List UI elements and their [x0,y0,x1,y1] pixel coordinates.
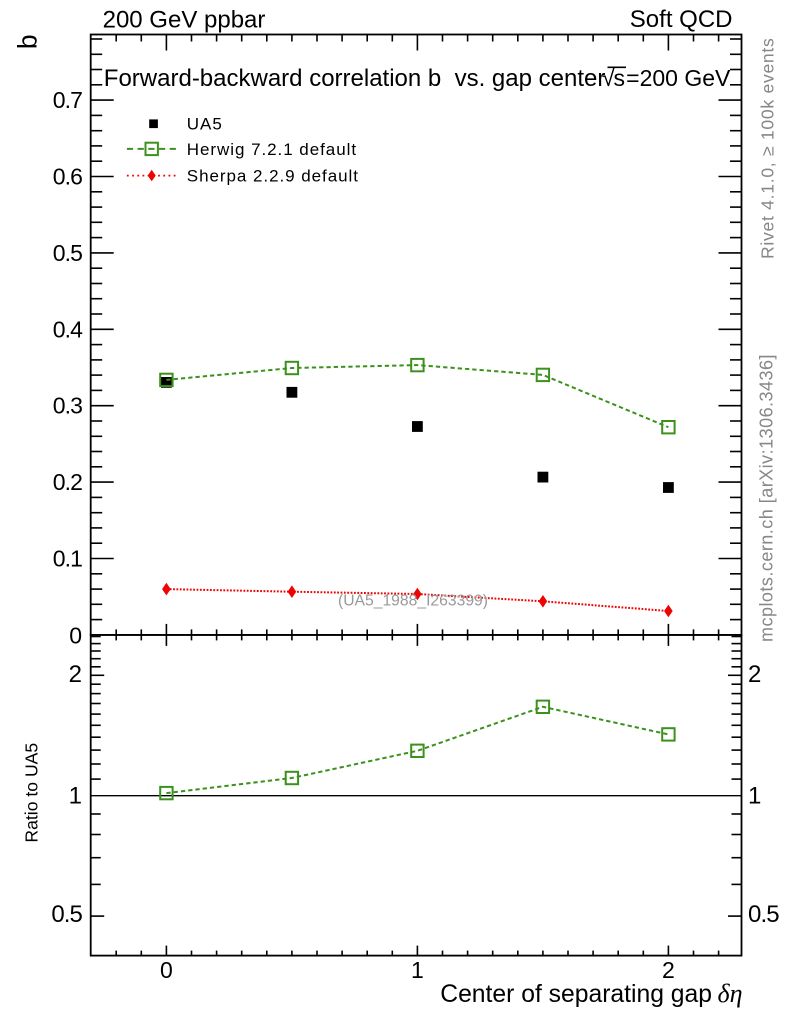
svg-text:0.1: 0.1 [53,546,82,572]
svg-text:0.6: 0.6 [53,164,82,190]
svg-text:mcplots.cern.ch [arXiv:1306.34: mcplots.cern.ch [arXiv:1306.3436] [757,354,777,642]
svg-text:δη: δη [718,979,743,1008]
svg-text:0: 0 [160,957,173,983]
svg-text:200 GeV ppbar: 200 GeV ppbar [103,6,266,33]
svg-text:b: b [13,34,43,49]
svg-text:0.5: 0.5 [53,240,82,266]
svg-text:s: s [614,65,626,91]
svg-text:Rivet 4.1.0, ≥ 100k events: Rivet 4.1.0, ≥ 100k events [758,38,778,260]
svg-text:Ratio to UA5: Ratio to UA5 [22,743,42,843]
svg-text:√: √ [602,65,616,92]
svg-text:2: 2 [69,661,82,688]
svg-text:1: 1 [411,957,424,983]
svg-text:0.5: 0.5 [748,901,779,928]
svg-text:Forward-backward correlation b: Forward-backward correlation b vs. gap c… [104,65,606,92]
svg-text:0.2: 0.2 [53,469,82,495]
svg-text:Soft QCD: Soft QCD [630,6,733,33]
svg-text:1: 1 [69,783,82,810]
svg-text:0.4: 0.4 [53,316,83,342]
svg-text:UA5: UA5 [187,115,223,134]
svg-text:0.3: 0.3 [53,393,82,419]
svg-text:0: 0 [69,622,82,648]
svg-text:0.7: 0.7 [53,87,82,113]
svg-text:2: 2 [662,957,675,983]
svg-text:2: 2 [748,661,761,688]
svg-text:Sherpa 2.2.9 default: Sherpa 2.2.9 default [187,167,359,186]
svg-text:1: 1 [748,783,761,810]
svg-text:0.5: 0.5 [51,901,82,928]
svg-text:(UA5_1988_I263399): (UA5_1988_I263399) [338,593,488,610]
svg-text:=200 GeV: =200 GeV [626,65,731,91]
svg-text:Herwig 7.2.1 default: Herwig 7.2.1 default [187,140,357,159]
svg-text:Center of separating gap: Center of separating gap [440,981,712,1008]
